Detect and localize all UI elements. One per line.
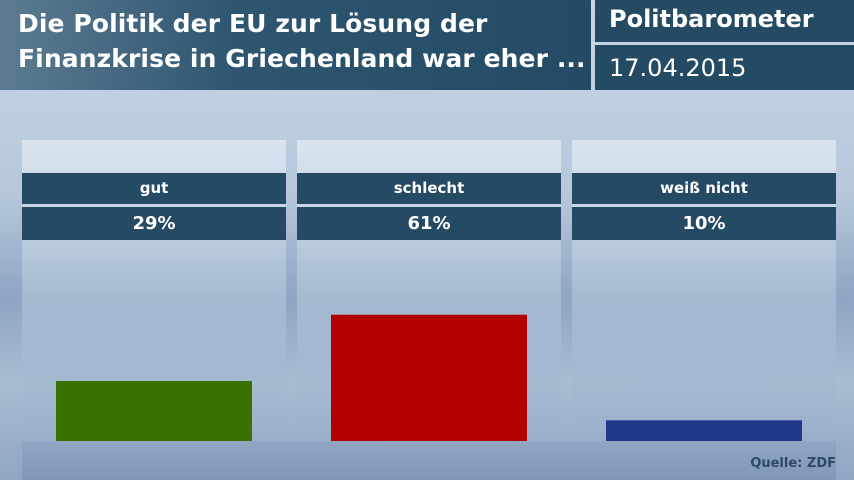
percent-label: 61% — [297, 207, 561, 240]
bar-weiß-nicht — [606, 420, 802, 441]
percent-label: 10% — [572, 207, 836, 240]
bar-gut — [56, 380, 252, 441]
category-label: schlecht — [297, 173, 561, 204]
date-text: 17.04.2015 — [609, 54, 747, 82]
bar-schlecht — [331, 314, 527, 441]
category-label: weiß nicht — [572, 173, 836, 204]
brand-text: Politbarometer — [609, 5, 814, 33]
title-banner: Die Politik der EU zur Lösung der Finanz… — [0, 0, 591, 90]
date-label: 17.04.2015 — [595, 45, 854, 90]
chart-title-line-1: Die Politik der EU zur Lösung der — [18, 9, 488, 38]
percent-label: 29% — [22, 207, 286, 240]
source-note: Quelle: ZDF — [750, 456, 836, 471]
chart-title-line-2: Finanzkrise in Griechenland war eher ... — [18, 44, 586, 73]
chart-baseline-floor — [22, 441, 836, 480]
brand-label: Politbarometer — [595, 0, 854, 42]
category-label: gut — [22, 173, 286, 204]
